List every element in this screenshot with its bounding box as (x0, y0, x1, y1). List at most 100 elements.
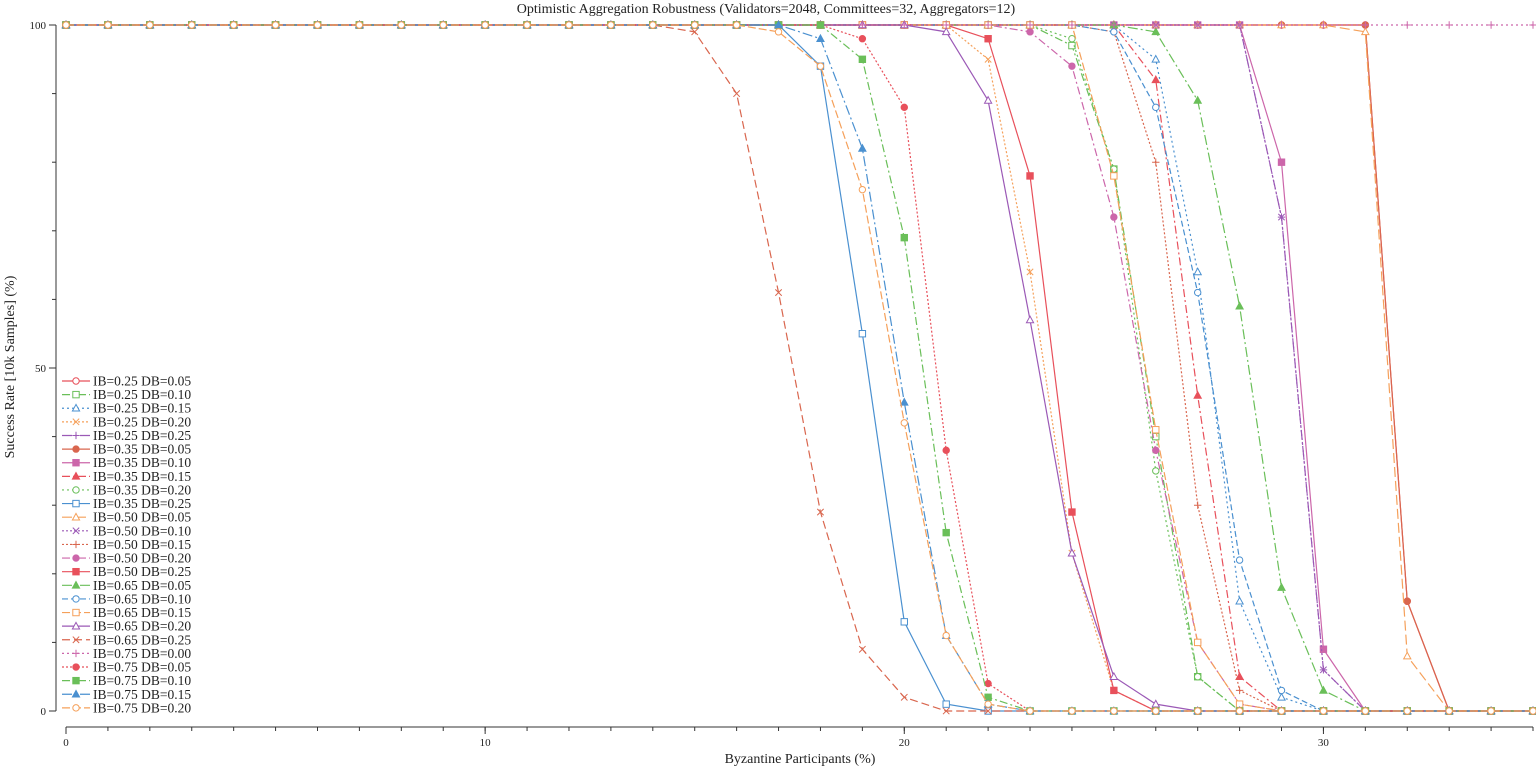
legend-label: IB=0.35 DB=0.15 (93, 469, 191, 484)
legend-item: IB=0.65 DB=0.05 (62, 578, 191, 593)
legend-item: IB=0.75 DB=0.10 (62, 673, 191, 688)
data-point (1193, 707, 1202, 715)
legend-marker (71, 689, 81, 698)
legend-label: IB=0.50 DB=0.25 (93, 564, 191, 579)
data-point (1110, 686, 1118, 695)
series-line (66, 24, 1533, 712)
series-line (66, 24, 1533, 712)
data-point (1068, 62, 1076, 70)
data-point (1235, 21, 1244, 29)
legend-marker (72, 486, 80, 494)
series-12 (62, 21, 1536, 715)
series-line (66, 24, 1533, 712)
data-point (1026, 28, 1034, 36)
data-point (816, 21, 825, 29)
data-point (900, 618, 908, 626)
legend-marker (71, 471, 81, 480)
series-line (66, 24, 1533, 712)
data-point (1151, 75, 1161, 84)
data-point (1110, 213, 1118, 221)
legend-item: IB=0.50 DB=0.20 (62, 551, 191, 566)
series-9 (62, 21, 1536, 715)
legend-item: IB=0.25 DB=0.15 (62, 401, 191, 416)
y-tick-label: 0 (41, 706, 47, 718)
data-point (858, 330, 867, 338)
legend-marker (72, 676, 80, 685)
data-point (900, 419, 908, 427)
data-point (355, 21, 364, 29)
data-point (1152, 21, 1160, 29)
legend-item: IB=0.75 DB=0.05 (62, 660, 191, 675)
data-point (1403, 707, 1411, 715)
data-point (984, 679, 992, 688)
data-point (271, 21, 280, 29)
series-10 (61, 20, 1536, 715)
legend-marker (72, 663, 80, 671)
series-15 (61, 20, 1536, 715)
data-point (1277, 21, 1286, 29)
series-0 (62, 21, 1536, 715)
data-point (691, 21, 699, 29)
series-19 (62, 21, 1536, 715)
legend-label: IB=0.35 DB=0.20 (93, 482, 191, 497)
legend-marker (72, 431, 80, 440)
data-point (816, 33, 825, 43)
legend-item: IB=0.65 DB=0.25 (62, 632, 191, 647)
data-point (188, 21, 196, 29)
data-point (607, 21, 615, 29)
data-point (1193, 21, 1202, 29)
legend-marker (71, 580, 81, 589)
x-axis-label: Byzantine Participants (%) (725, 752, 876, 767)
data-point (1151, 27, 1161, 36)
series-line (66, 24, 1533, 712)
data-point (984, 21, 992, 29)
data-point (1319, 707, 1328, 715)
legend-marker (72, 418, 80, 426)
data-point (1152, 707, 1160, 715)
data-point (942, 528, 950, 537)
legend-item: IB=0.75 DB=0.20 (62, 700, 191, 715)
data-point (942, 700, 950, 708)
data-point (1361, 707, 1370, 715)
series-line (66, 24, 1533, 712)
x-tick-label: 0 (63, 737, 69, 749)
legend-item: IB=0.25 DB=0.10 (62, 387, 191, 402)
data-point (1277, 158, 1286, 166)
legend-label: IB=0.35 DB=0.05 (93, 442, 191, 457)
legend-label: IB=0.65 DB=0.20 (93, 619, 191, 634)
data-point (1193, 673, 1202, 681)
legend-item: IB=0.25 DB=0.05 (62, 374, 191, 389)
series-line (66, 24, 1533, 712)
data-point (858, 21, 867, 29)
legend-marker (72, 377, 80, 385)
legend-item: IB=0.65 DB=0.15 (62, 605, 191, 620)
series-8 (62, 21, 1536, 715)
series-13 (62, 21, 1536, 715)
data-point (1361, 21, 1370, 29)
data-point (816, 62, 825, 70)
data-point (439, 21, 447, 29)
legend-label: IB=0.50 DB=0.05 (93, 510, 191, 525)
data-point (1151, 699, 1161, 708)
data-point (1026, 172, 1034, 180)
data-point (774, 20, 783, 29)
data-point (1277, 692, 1286, 701)
data-point (774, 28, 783, 36)
data-point (397, 21, 406, 29)
data-point (900, 103, 908, 112)
data-point (649, 21, 657, 29)
series-line (66, 24, 1533, 712)
legend-item: IB=0.25 DB=0.20 (62, 414, 191, 429)
data-point (1193, 288, 1202, 297)
data-point (1235, 707, 1244, 715)
data-point (691, 28, 699, 36)
series-line (66, 24, 1533, 712)
data-point (858, 185, 867, 194)
legend-label: IB=0.50 DB=0.10 (93, 523, 191, 538)
data-point (900, 21, 908, 29)
data-point (900, 693, 908, 701)
data-point (1277, 582, 1286, 591)
data-point (857, 143, 867, 152)
series-3 (62, 21, 1536, 715)
